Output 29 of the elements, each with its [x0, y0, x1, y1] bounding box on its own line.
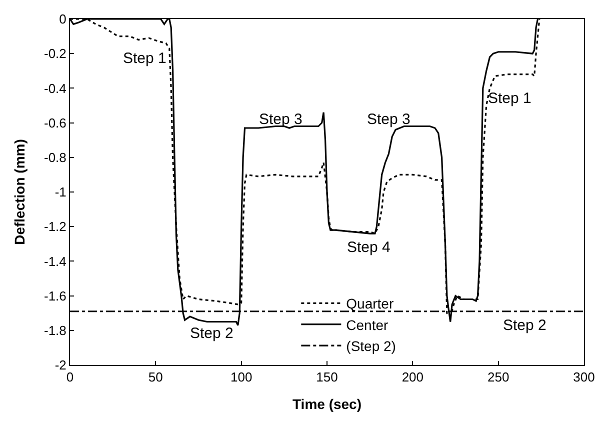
annotation: Step 2	[190, 325, 234, 342]
legend-label: Quarter	[346, 296, 394, 312]
y-tick-label: -0.6	[44, 115, 66, 130]
annotation: Step 1	[488, 90, 532, 107]
y-axis-title: Deflection (mm)	[12, 139, 28, 245]
x-tick-label: 300	[573, 370, 595, 385]
y-tick-label: -1.4	[44, 254, 66, 269]
x-tick-label: 50	[148, 370, 163, 385]
y-tick-label: -2	[54, 358, 66, 373]
x-tick-label: 150	[316, 370, 338, 385]
annotation: Step 4	[347, 239, 390, 256]
legend-label: Center	[346, 316, 389, 333]
x-tick-label: 200	[402, 370, 424, 385]
legend-label: (Step 2)	[346, 338, 396, 354]
annotation: Step 2	[503, 317, 546, 334]
y-tick-label: 0	[59, 12, 66, 27]
y-tick-label: -1.8	[44, 322, 66, 338]
x-tick-label: 250	[487, 370, 510, 385]
annotation: Step 1	[123, 50, 166, 67]
y-tick-label: -1	[54, 184, 66, 200]
y-tick-label: -1.2	[44, 219, 66, 234]
y-tick-label: -0.8	[44, 150, 66, 165]
y-tick-label: -1.6	[44, 288, 66, 304]
x-tick-label: 100	[230, 370, 252, 385]
x-axis-title: Time (sec)	[292, 396, 362, 412]
y-tick-label: -0.4	[44, 80, 66, 96]
annotation: Step 3	[259, 111, 302, 128]
y-tick-label: -0.2	[44, 46, 66, 62]
annotation: Step 3	[367, 111, 410, 128]
